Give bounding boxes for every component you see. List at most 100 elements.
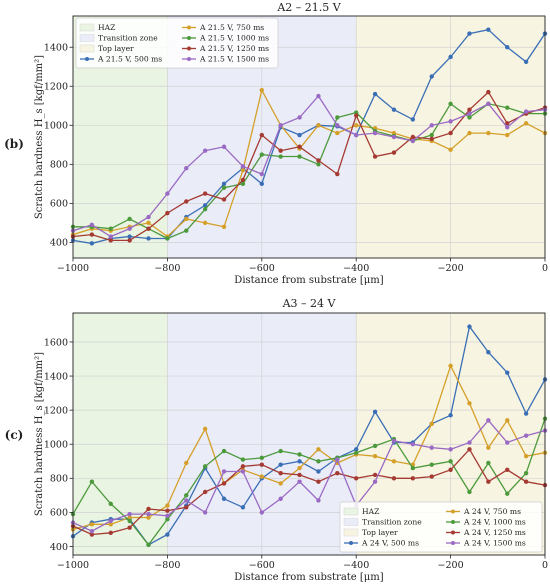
data-point (89, 479, 95, 484)
x-tick-label: 0 (542, 263, 548, 274)
data-point (467, 440, 472, 445)
data-point (89, 528, 95, 534)
data-point (486, 130, 491, 136)
legend-swatch-marker (187, 46, 191, 51)
data-point (391, 134, 397, 140)
x-tick-label: −1000 (57, 263, 89, 274)
data-point (335, 457, 340, 462)
series-line-3 (72, 448, 546, 536)
data-point (467, 324, 472, 329)
data-point (221, 197, 227, 202)
x-axis-label: Distance from substrate [μm] (234, 275, 383, 286)
data-point (221, 144, 227, 149)
data-point (146, 226, 151, 231)
data-point (146, 236, 151, 241)
data-point (354, 132, 359, 138)
data-point (316, 498, 321, 503)
data-point (278, 448, 283, 454)
data-point (410, 476, 416, 481)
data-point (391, 150, 397, 155)
data-point (127, 515, 132, 520)
data-point (240, 457, 246, 462)
data-point (108, 238, 113, 243)
data-point (165, 508, 170, 513)
data-point (523, 479, 529, 484)
data-point (202, 148, 208, 153)
data-point (448, 363, 453, 369)
data-point (146, 511, 151, 517)
data-point (523, 59, 529, 65)
data-point (486, 460, 491, 466)
data-point (316, 459, 321, 464)
legend-label: Top layer (98, 44, 134, 53)
data-point (127, 518, 132, 524)
data-point (146, 506, 151, 512)
legend-label: HAZ (362, 507, 379, 516)
data-point (278, 462, 283, 467)
data-point (335, 171, 340, 177)
data-point (372, 479, 378, 484)
data-point (259, 462, 264, 467)
data-point (372, 443, 378, 449)
data-point (316, 123, 321, 128)
data-point (372, 453, 378, 459)
legend-box (75, 17, 279, 69)
data-point (505, 440, 510, 445)
x-tick-label: −200 (438, 263, 464, 274)
data-point (202, 510, 208, 515)
data-point (184, 460, 189, 466)
legend-swatch-marker (187, 25, 191, 30)
data-point (89, 232, 95, 237)
legend-label: A 21.5 V, 1500 ms (199, 55, 269, 64)
data-point (486, 479, 491, 484)
data-point (127, 525, 132, 530)
data-point (429, 136, 434, 142)
data-point (410, 117, 416, 122)
data-point (89, 522, 95, 527)
data-point (221, 224, 227, 229)
data-point (467, 401, 472, 406)
data-point (184, 505, 189, 510)
data-point (127, 216, 132, 222)
data-point (278, 154, 283, 159)
data-point (165, 503, 170, 508)
data-point (184, 216, 189, 222)
data-point (297, 132, 302, 138)
data-point (335, 470, 340, 476)
data-point (410, 465, 416, 471)
x-tick-label: −200 (438, 560, 464, 571)
data-point (184, 199, 189, 204)
data-point (297, 144, 302, 149)
data-point (165, 517, 170, 522)
legend-label: Top layer (362, 528, 398, 537)
data-point (278, 481, 283, 486)
data-point (127, 238, 132, 243)
data-point (523, 453, 529, 459)
data-point (259, 474, 264, 479)
data-point (523, 121, 529, 126)
legend-label: A 24 V, 1500 ms (463, 539, 526, 548)
data-point (467, 115, 472, 120)
data-point (467, 130, 472, 136)
legend-swatch-zone (343, 518, 359, 526)
data-point (146, 220, 151, 226)
data-point (391, 459, 397, 464)
data-point (165, 532, 170, 537)
y-tick-label: 1000 (44, 121, 68, 132)
series-line-4 (72, 419, 546, 532)
legend-label: HAZ (98, 23, 115, 32)
data-point (429, 123, 434, 128)
plot-frame (72, 312, 546, 556)
data-point (146, 515, 151, 520)
data-point (221, 185, 227, 190)
data-point (335, 130, 340, 136)
y-tick-label: 800 (50, 160, 68, 171)
x-tick-label: 0 (542, 560, 548, 571)
legend-label: A 21.5 V, 1250 ms (199, 44, 269, 53)
data-point (372, 154, 378, 159)
data-point (448, 119, 453, 124)
series-line-3 (72, 91, 546, 242)
data-point (391, 107, 397, 112)
data-point (202, 220, 208, 226)
y-tick-label: 1600 (44, 337, 68, 348)
